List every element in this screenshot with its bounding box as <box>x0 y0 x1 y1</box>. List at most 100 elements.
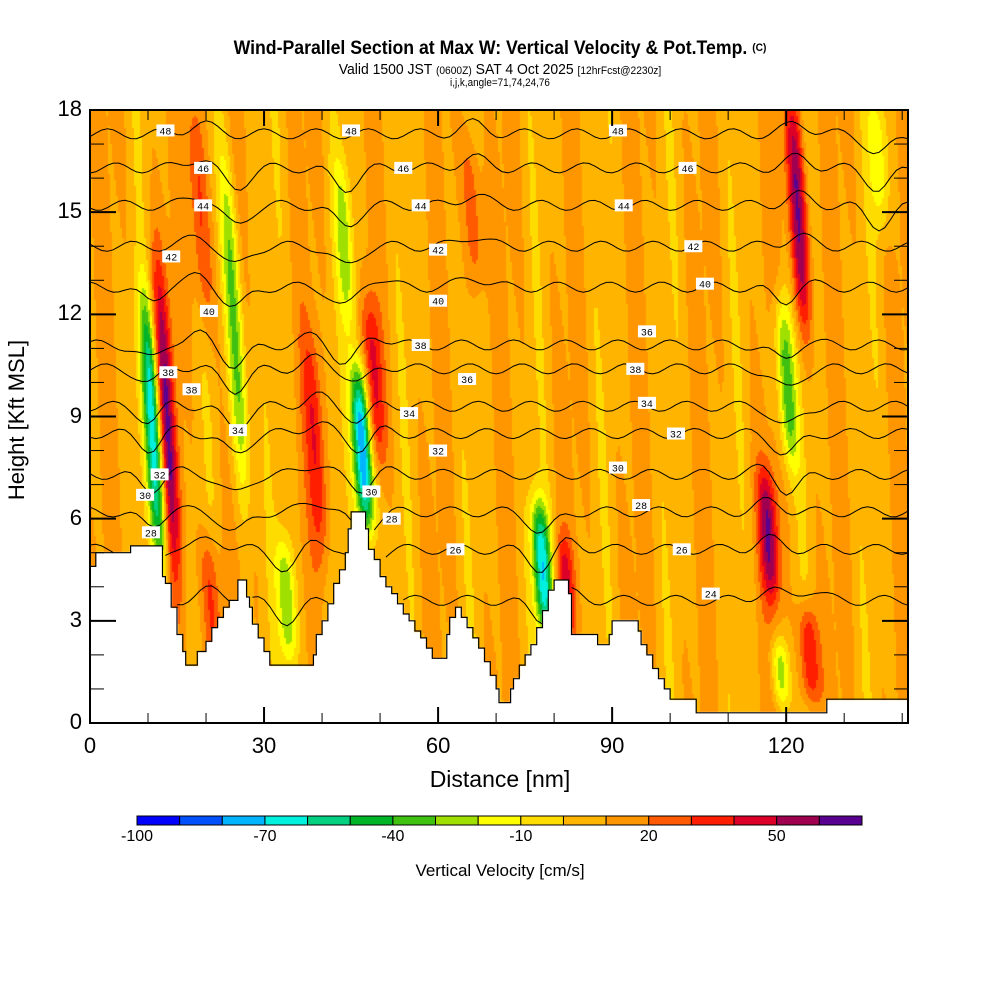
theta-contour-46 <box>89 152 909 194</box>
contour-label: 32 <box>670 431 682 442</box>
chart-title-text: Wind-Parallel Section at Max W: Vertical… <box>233 38 748 59</box>
contour-label-box <box>678 161 697 174</box>
theta-contour-40 <box>89 271 909 307</box>
contour-label-box <box>382 512 401 525</box>
contour-label: 32 <box>432 448 444 459</box>
contour-label-box <box>637 396 656 409</box>
theta-contour-42 <box>89 232 909 264</box>
contour-label: 46 <box>197 165 209 176</box>
contour-label-box <box>136 488 155 501</box>
vertical-velocity-field <box>90 110 908 723</box>
y-tick-label: 18 <box>57 96 82 121</box>
terrain-outline <box>90 511 908 714</box>
contour-label: 48 <box>159 127 171 138</box>
contour-label-box <box>684 240 703 253</box>
contour-label-box <box>411 338 430 351</box>
colorbar-segment <box>818 815 863 826</box>
theta-contour-38 <box>89 329 909 369</box>
theta-contour-34 <box>89 391 909 430</box>
contour-label-box <box>614 199 633 212</box>
theta-contour-44 <box>89 189 909 232</box>
copyright-mark: (C) <box>752 42 767 54</box>
y-tick-label: 9 <box>69 402 82 428</box>
contour-label-box <box>429 243 448 256</box>
contour-label-box <box>182 383 201 396</box>
contour-label: 36 <box>641 328 653 339</box>
contour-label-box <box>194 199 213 212</box>
contour-label-box <box>672 543 691 556</box>
contour-label: 44 <box>415 202 427 213</box>
theta-contour-26 <box>89 533 909 573</box>
colorbar-segment <box>349 815 394 826</box>
y-tick-label: 6 <box>69 504 82 530</box>
contour-label-box <box>362 485 381 498</box>
valid-date: SAT 4 Oct 2025 <box>475 61 574 78</box>
x-tick-label: 30 <box>251 733 277 758</box>
contour-label: 28 <box>635 502 647 513</box>
contour-label: 40 <box>432 298 444 309</box>
contour-label: 34 <box>641 400 653 411</box>
colorbar-tick-label: 50 <box>767 828 786 845</box>
contour-label-box <box>695 277 714 290</box>
contour-label-box <box>429 444 448 457</box>
y-tick-label: 12 <box>57 300 82 326</box>
forecast-info: [12hrFcst@2230z] <box>577 65 662 77</box>
colorbar-segment <box>562 815 607 826</box>
contour-label: 46 <box>682 165 694 176</box>
theta-contour-24 <box>176 585 909 627</box>
contour-label-box <box>458 373 477 386</box>
colorbar-tick-label: 20 <box>639 828 658 845</box>
contour-label: 26 <box>449 546 461 557</box>
contour-label: 28 <box>386 516 398 527</box>
contour-label: 40 <box>699 281 711 292</box>
y-tick-label: 0 <box>69 709 82 734</box>
colorbar-segment <box>264 815 309 826</box>
x-axis-label: Distance [nm] <box>429 766 571 792</box>
colorbar-tick-label: -70 <box>253 828 277 845</box>
colorbar-segment <box>605 815 650 826</box>
contour-label: 28 <box>145 529 157 540</box>
contour-label: 30 <box>612 465 624 476</box>
colorbar-segment <box>776 815 820 826</box>
contour-label-box <box>228 424 247 437</box>
contour-label-box <box>446 543 465 556</box>
contour-label-box <box>666 427 685 440</box>
colorbar-label: Vertical Velocity [cm/s] <box>415 861 585 880</box>
colorbar-segment <box>648 815 692 826</box>
contour-label-box <box>608 124 627 137</box>
contour-label: 38 <box>415 342 427 353</box>
y-tick-label: 15 <box>57 198 82 224</box>
contour-label: 40 <box>203 308 215 319</box>
colorbar-tick-label: -100 <box>120 828 154 845</box>
colorbar-tick-label: -40 <box>381 828 405 845</box>
colorbar-tick-label: -10 <box>509 828 533 845</box>
contour-label: 30 <box>139 492 151 503</box>
theta-contour-32 <box>89 421 909 456</box>
contour-label: 42 <box>165 253 177 264</box>
plot-frame <box>89 109 909 724</box>
colorbar-segment <box>690 815 735 826</box>
contour-label: 24 <box>705 591 717 602</box>
colorbar-segment <box>520 815 564 826</box>
chart-subtitle: Valid 1500 JST (0600Z) SAT 4 Oct 2025 [1… <box>35 61 965 78</box>
contour-label: 34 <box>232 427 244 438</box>
theta-contour-36 <box>89 353 909 395</box>
contour-label-box <box>411 199 430 212</box>
y-tick-label: 3 <box>69 606 82 632</box>
theta-contour-28 <box>89 497 909 534</box>
contour-label-box <box>400 407 419 420</box>
contour-label-box <box>608 461 627 474</box>
contour-label-box <box>156 124 175 137</box>
theta-contour-48 <box>89 117 909 155</box>
contour-label: 34 <box>403 410 415 421</box>
colorbar-segment <box>733 815 778 826</box>
colorbar-segment <box>179 815 223 826</box>
contour-label: 32 <box>154 471 166 482</box>
contour-label-box <box>701 587 720 600</box>
contour-label-box <box>342 124 361 137</box>
grid-indices: i,j,k,angle=71,74,24,76 <box>450 77 550 89</box>
contour-label-box <box>632 499 651 512</box>
contour-label-box <box>159 366 178 379</box>
x-tick-label: 60 <box>425 733 451 758</box>
